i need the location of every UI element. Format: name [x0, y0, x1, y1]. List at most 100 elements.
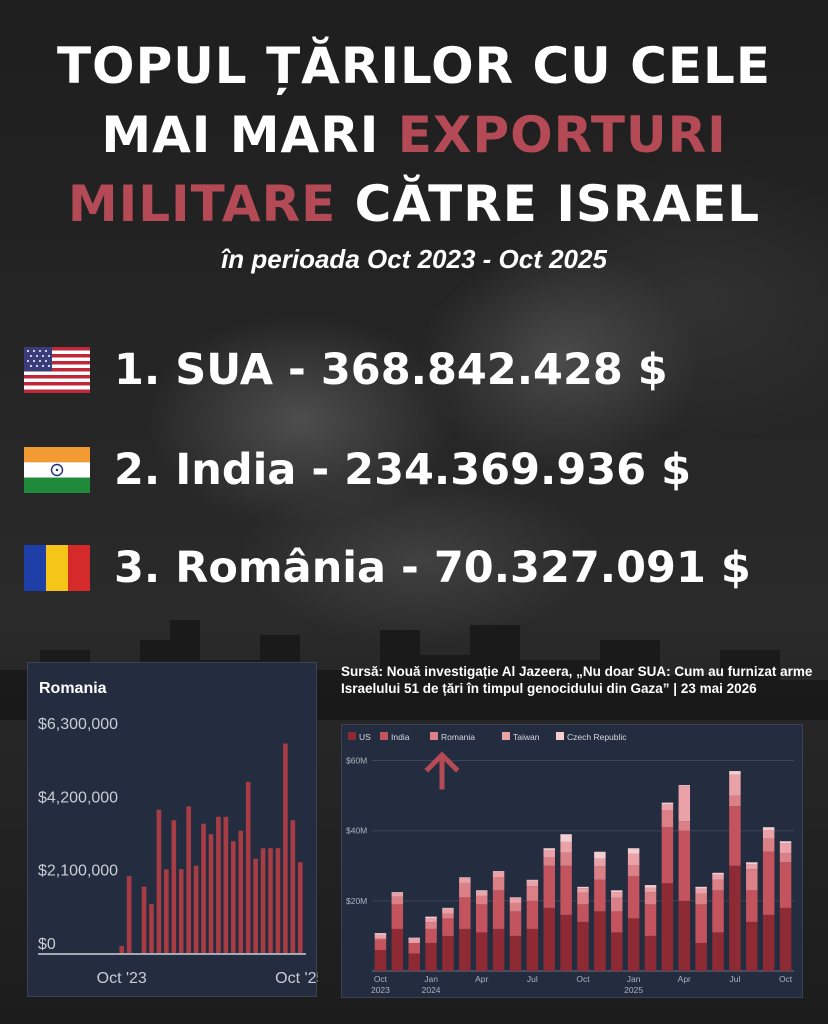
bar — [186, 806, 191, 953]
romania-flag-icon — [24, 545, 90, 591]
bar-segment — [543, 907, 555, 971]
bar — [216, 816, 221, 953]
bar-segment — [661, 804, 674, 810]
bar-segment — [577, 888, 589, 893]
bar-segment — [560, 865, 572, 915]
bar — [268, 848, 273, 953]
us-flag-icon — [24, 347, 90, 393]
bar-segment — [594, 851, 606, 859]
bar-segment — [611, 911, 623, 933]
bar-segment — [526, 900, 539, 929]
bar-segment — [594, 879, 606, 912]
bar-segment — [746, 890, 758, 922]
bar-segment — [695, 904, 707, 943]
romania-bar-chart: Romania $6,300,000 $4,200,000 $2,100,000 $0 O… — [38, 680, 325, 987]
stacked-chart-panel: US India Romania Taiwan Czech Republic $60M $4… — [341, 724, 803, 998]
bar-segment — [492, 876, 505, 891]
bar-segment — [712, 890, 724, 933]
bar-segment — [594, 858, 606, 867]
x-tick-label: Apr — [678, 974, 691, 984]
bar-segment — [627, 848, 640, 854]
bar-segment — [627, 876, 640, 919]
bar-segment — [408, 942, 420, 954]
y-tick-label: $40M — [346, 826, 367, 836]
x-tick-label: Jan — [627, 974, 641, 984]
rank-text-usa: 1. SUA - 368.842.428 $ — [114, 345, 668, 395]
bar-segment — [408, 953, 420, 971]
legend-label: Taiwan — [513, 732, 540, 742]
bar — [290, 820, 296, 953]
x-tick-label: Jul — [527, 974, 538, 984]
legend-label: US — [359, 732, 371, 742]
x-tick-year: 2023 — [371, 985, 390, 995]
bar-segment — [729, 806, 741, 866]
bar-segment — [729, 771, 741, 775]
y-tick-label: $4,200,000 — [38, 789, 118, 806]
bar-segment — [492, 928, 505, 971]
bar-segment — [425, 918, 437, 923]
bar — [171, 820, 177, 953]
bar-segment — [577, 892, 589, 905]
x-tick-label: Jan — [424, 974, 438, 984]
bar-segment — [762, 838, 775, 852]
bar-segment — [509, 935, 522, 971]
bar — [193, 865, 199, 953]
title-line-3: MILITARE CĂTRE ISRAEL — [67, 175, 761, 233]
bar-segment — [543, 865, 555, 908]
legend-label: India — [391, 732, 410, 742]
bar-segment — [611, 897, 623, 912]
legend-label: Czech Republic — [567, 732, 627, 742]
bar-segment — [374, 933, 387, 935]
bar-segment — [594, 911, 606, 971]
bar-segment — [391, 896, 404, 905]
bar — [178, 869, 184, 953]
bar-segment — [442, 935, 454, 971]
x-tick-label: Oct '25 — [275, 970, 318, 987]
legend-swatch — [348, 732, 356, 740]
bar-segment — [695, 888, 707, 894]
bar-segment — [425, 928, 437, 943]
bar-segment — [543, 848, 555, 850]
chart-title: Romania — [39, 680, 107, 697]
bar-segment — [509, 902, 522, 912]
bar-segment — [661, 809, 674, 828]
bar-segment — [391, 892, 404, 897]
bar-segment — [543, 857, 555, 866]
bar-segment — [779, 853, 792, 863]
bar-segment — [594, 866, 606, 880]
bar-segment — [627, 918, 640, 971]
bar-segment — [492, 871, 505, 872]
bar-segment — [779, 843, 792, 854]
bar-segment — [712, 932, 724, 971]
bar-segment — [475, 932, 488, 971]
bar-segment — [678, 785, 691, 787]
y-tick-label: $20M — [346, 896, 367, 906]
bar-segment — [678, 786, 691, 822]
bar — [141, 886, 147, 953]
source-citation: Sursă: Nouă investigație Al Jazeera, „Nu… — [341, 664, 813, 696]
bar — [208, 834, 214, 953]
bar-segment — [746, 869, 758, 891]
bar — [231, 841, 236, 953]
bar — [156, 809, 162, 953]
bar-segment — [475, 891, 488, 896]
bar-segment — [729, 795, 741, 807]
bar-segment — [391, 904, 404, 929]
bar-segment — [374, 934, 387, 939]
bar-segment — [526, 880, 539, 887]
india-flag-icon — [24, 447, 90, 493]
bar — [164, 869, 169, 953]
x-tick-label: Oct '23 — [97, 970, 147, 987]
bar-segment — [611, 892, 623, 898]
legend-swatch — [380, 732, 388, 740]
title-line-1: TOPUL ȚĂRILOR CU CELE — [56, 37, 772, 95]
legend-swatch — [502, 732, 510, 740]
bar — [126, 876, 132, 953]
bar-segment — [712, 874, 724, 880]
bar-segment — [509, 898, 522, 903]
bar-segment — [644, 885, 657, 888]
bar-segment — [746, 921, 758, 971]
bar — [297, 862, 303, 953]
bar — [275, 848, 281, 953]
bar-segment — [459, 882, 471, 898]
